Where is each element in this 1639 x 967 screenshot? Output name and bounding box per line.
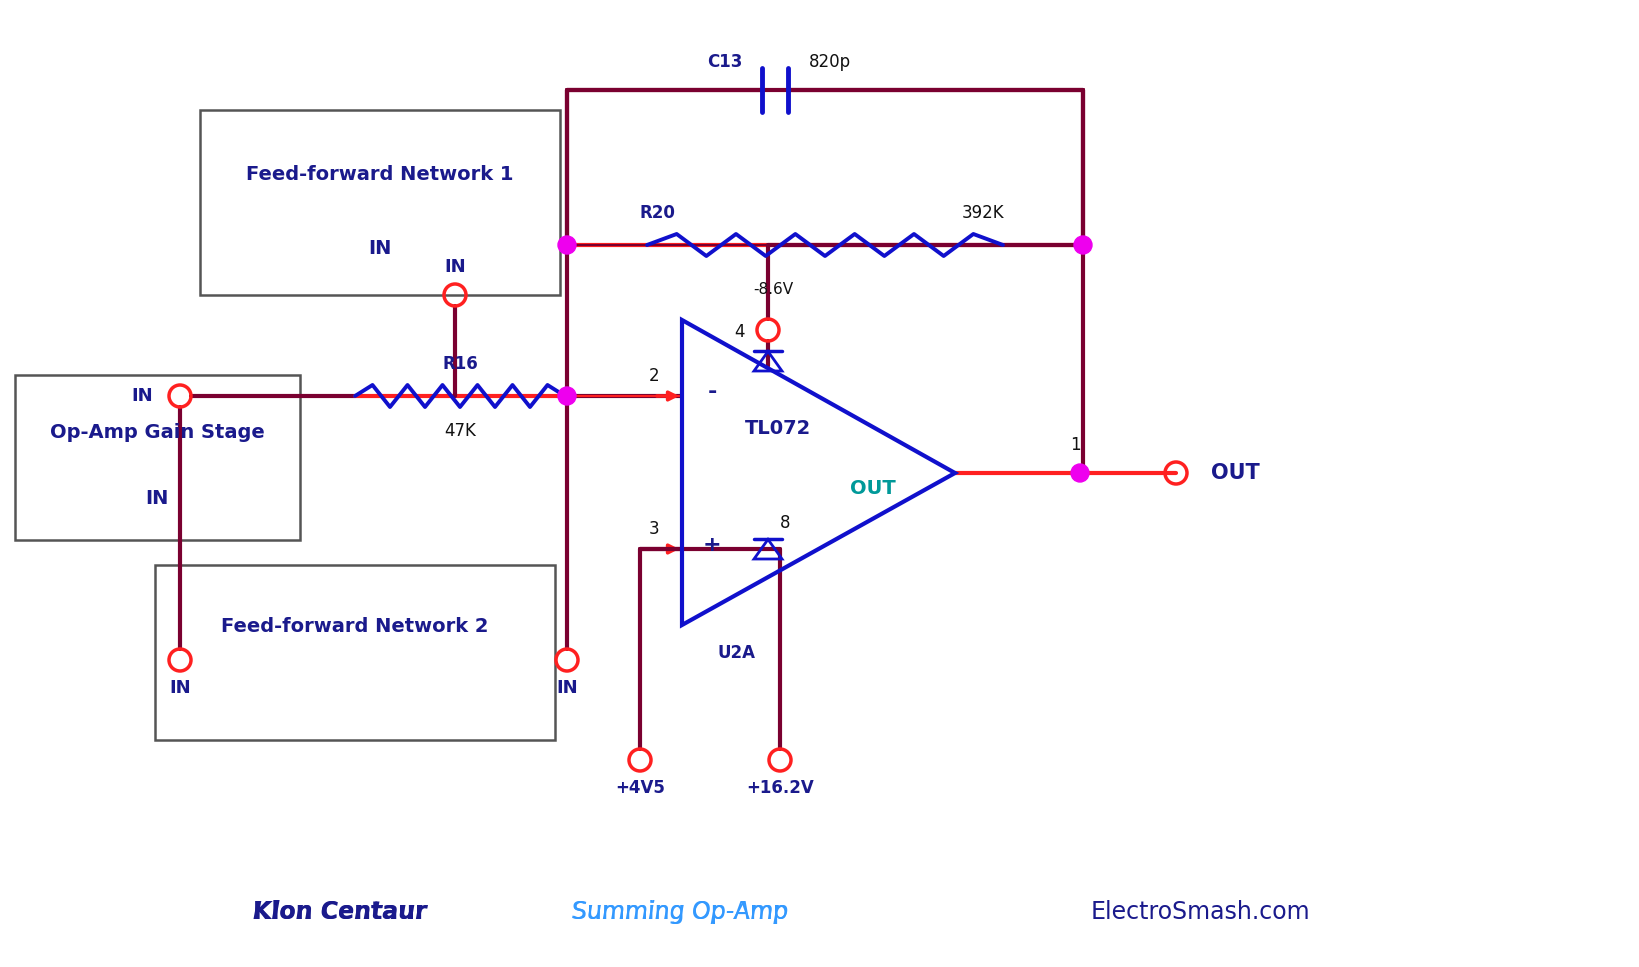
Text: R16: R16 (443, 355, 477, 373)
Text: TL072: TL072 (744, 419, 811, 437)
Text: 8: 8 (779, 514, 790, 532)
Text: IN: IN (369, 239, 392, 258)
Text: C13: C13 (706, 53, 742, 71)
Circle shape (1070, 464, 1088, 482)
Text: Klon Centaur: Klon Centaur (252, 900, 426, 924)
Text: IN: IN (444, 258, 465, 276)
Circle shape (557, 236, 575, 254)
Text: 2: 2 (649, 367, 659, 385)
Text: U2A: U2A (718, 644, 756, 662)
Text: Feed-forward Network 1: Feed-forward Network 1 (246, 165, 513, 185)
Text: OUT: OUT (1210, 463, 1259, 483)
Text: -8.6V: -8.6V (752, 282, 793, 298)
Text: IN: IN (169, 679, 190, 697)
Text: +: + (701, 535, 721, 555)
Text: R20: R20 (639, 204, 675, 222)
Text: ElectroSmash.com: ElectroSmash.com (1090, 900, 1310, 924)
Text: Summing Op-Amp: Summing Op-Amp (572, 900, 787, 924)
Text: +16.2V: +16.2V (746, 779, 813, 797)
Text: OUT: OUT (849, 479, 895, 497)
Text: -: - (706, 382, 716, 402)
Text: 3: 3 (649, 520, 659, 538)
Text: IN: IN (556, 679, 577, 697)
Text: 392K: 392K (960, 204, 1003, 222)
Text: Klon Centaur: Klon Centaur (252, 900, 426, 924)
Text: Op-Amp Gain Stage: Op-Amp Gain Stage (49, 424, 264, 442)
Text: 4: 4 (734, 323, 744, 341)
Circle shape (557, 387, 575, 405)
Text: 820p: 820p (808, 53, 851, 71)
Text: Feed-forward Network 2: Feed-forward Network 2 (221, 617, 488, 635)
Text: 47K: 47K (444, 422, 475, 440)
Text: IN: IN (131, 387, 152, 405)
FancyBboxPatch shape (156, 565, 554, 740)
FancyBboxPatch shape (200, 110, 559, 295)
Text: 1: 1 (1069, 436, 1080, 454)
FancyBboxPatch shape (15, 375, 300, 540)
Text: +4V5: +4V5 (615, 779, 664, 797)
Text: IN: IN (146, 489, 169, 509)
Text: Summing Op-Amp: Summing Op-Amp (572, 900, 788, 924)
Circle shape (1074, 236, 1092, 254)
